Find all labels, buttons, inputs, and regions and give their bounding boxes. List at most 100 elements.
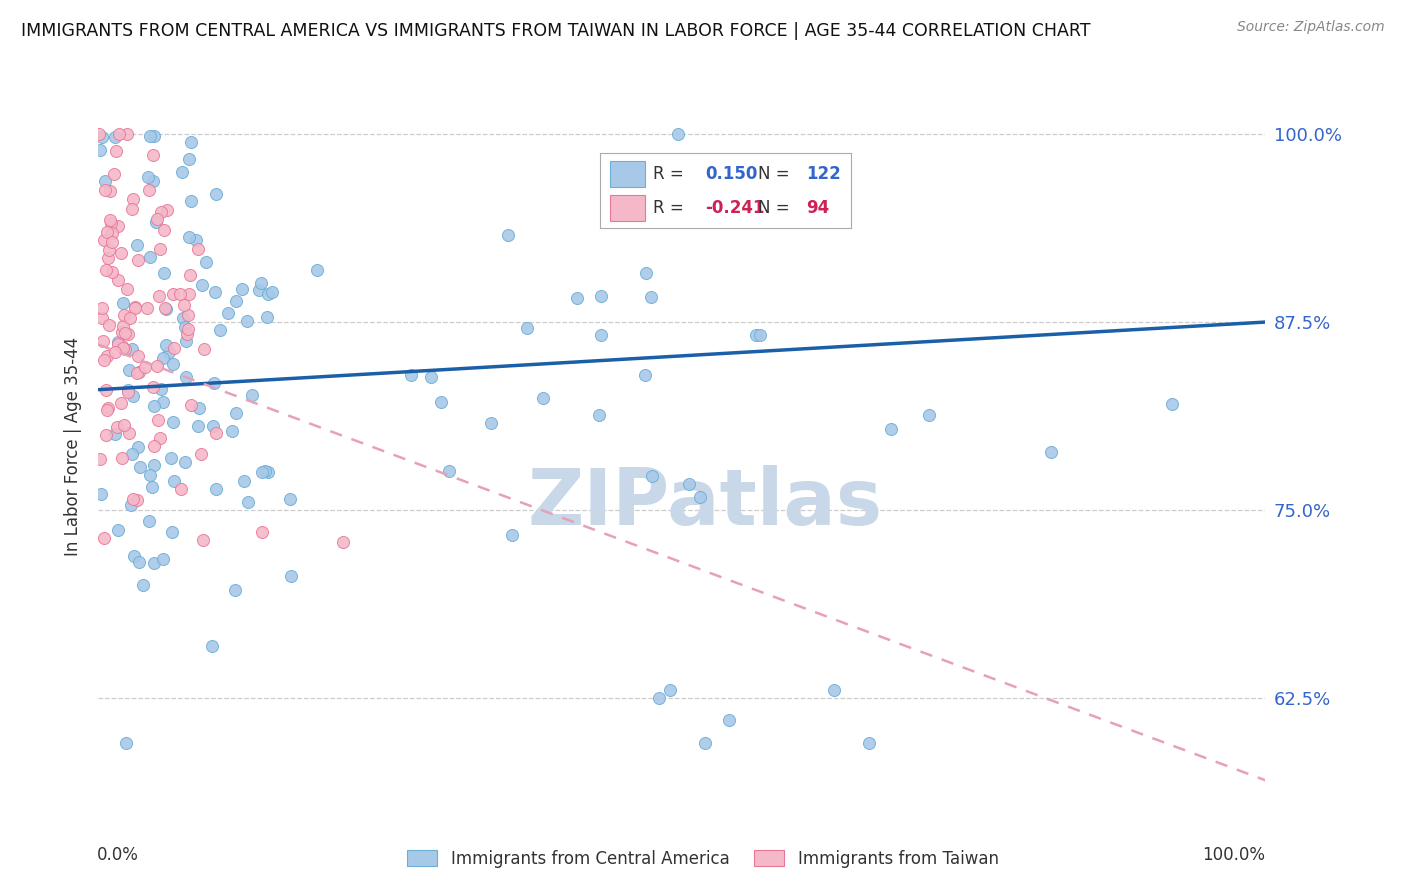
Point <box>105 144 128 158</box>
Point <box>162 357 184 371</box>
Point <box>163 474 186 488</box>
Point <box>236 495 259 509</box>
Point <box>190 447 212 461</box>
Point <box>96 225 118 239</box>
Point <box>142 556 165 570</box>
Point <box>256 287 278 301</box>
Point <box>89 143 111 157</box>
Point <box>111 318 134 333</box>
Point <box>139 250 162 264</box>
Point <box>98 212 121 227</box>
Point <box>91 301 114 316</box>
Point <box>184 233 207 247</box>
Point <box>231 282 253 296</box>
Point <box>240 388 263 402</box>
Point <box>180 398 202 412</box>
Point <box>111 296 134 310</box>
Point <box>121 342 143 356</box>
Point <box>202 376 225 391</box>
Point <box>111 341 134 355</box>
Point <box>501 527 523 541</box>
Point <box>150 382 173 396</box>
Point <box>193 533 215 547</box>
Point <box>111 451 134 466</box>
Point <box>96 251 118 265</box>
Point <box>180 194 202 208</box>
Point <box>153 301 176 315</box>
Point <box>105 419 128 434</box>
Point <box>280 569 302 583</box>
Point <box>170 165 193 179</box>
Point <box>141 480 163 494</box>
Point <box>177 322 200 336</box>
Point <box>156 203 179 218</box>
Point <box>162 415 184 429</box>
Point <box>101 235 124 249</box>
Point <box>678 476 700 491</box>
Point <box>97 401 120 415</box>
Point <box>254 464 277 478</box>
Point <box>90 310 112 325</box>
Point <box>139 467 162 482</box>
Point <box>640 291 662 305</box>
Point <box>217 306 239 320</box>
Point <box>101 265 124 279</box>
Point <box>236 314 259 328</box>
Point <box>479 416 502 430</box>
Point <box>195 254 218 268</box>
Point <box>636 266 658 280</box>
Point <box>689 490 711 504</box>
Point <box>117 385 139 400</box>
Point <box>89 128 111 142</box>
Point <box>918 408 941 422</box>
Point <box>257 465 280 479</box>
Point <box>127 237 149 252</box>
Point <box>114 326 136 340</box>
Point <box>107 336 129 351</box>
Point <box>118 426 141 441</box>
Point <box>174 455 197 469</box>
Point <box>90 487 112 501</box>
Point <box>177 308 200 322</box>
Point <box>149 242 172 256</box>
Point <box>143 440 166 454</box>
Point <box>252 465 274 479</box>
Point <box>193 342 215 356</box>
Point <box>146 211 169 226</box>
Point <box>659 683 682 698</box>
Point <box>104 426 127 441</box>
Point <box>278 492 301 507</box>
Point <box>187 242 209 256</box>
Point <box>121 447 143 461</box>
Point <box>745 328 768 343</box>
Point <box>114 343 136 357</box>
Point <box>108 128 131 142</box>
Text: 0.0%: 0.0% <box>97 846 139 863</box>
Point <box>145 214 167 228</box>
Point <box>591 327 613 342</box>
Point <box>496 228 519 243</box>
Point <box>180 135 202 149</box>
Point <box>179 229 201 244</box>
Point <box>125 493 148 508</box>
Point <box>139 129 162 144</box>
Point <box>201 419 224 434</box>
Point <box>177 153 200 167</box>
Point <box>120 311 142 326</box>
Point <box>93 353 115 368</box>
Text: IMMIGRANTS FROM CENTRAL AMERICA VS IMMIGRANTS FROM TAIWAN IN LABOR FORCE | AGE 3: IMMIGRANTS FROM CENTRAL AMERICA VS IMMIG… <box>21 22 1091 40</box>
Point <box>136 170 159 185</box>
Point <box>138 514 160 528</box>
Point <box>94 174 117 188</box>
Point <box>399 368 422 383</box>
Point <box>640 469 662 483</box>
Point <box>111 339 134 353</box>
Point <box>666 128 689 142</box>
Point <box>209 323 232 337</box>
Point <box>112 308 135 322</box>
Legend: Immigrants from Central America, Immigrants from Taiwan: Immigrants from Central America, Immigra… <box>401 844 1005 875</box>
Point <box>134 359 156 374</box>
Point <box>117 326 139 341</box>
Point <box>146 413 169 427</box>
Point <box>122 192 145 206</box>
